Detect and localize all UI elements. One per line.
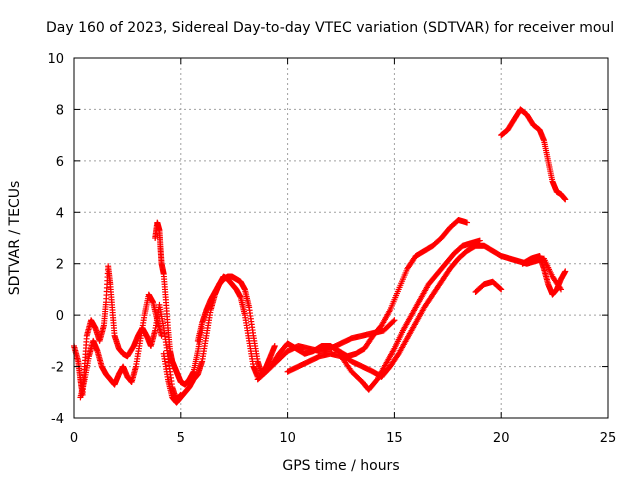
data-point (497, 285, 504, 292)
data-point (390, 318, 397, 325)
series-prn-g (258, 217, 471, 378)
data-point (476, 237, 483, 244)
y-tick-label: 8 (56, 103, 64, 118)
x-tick-label: 20 (493, 431, 510, 446)
y-tick-label: 0 (56, 309, 64, 324)
x-axis-label: GPS time / hours (282, 458, 399, 474)
data-point (391, 317, 398, 324)
data-point (498, 286, 505, 293)
y-tick-label: -2 (51, 361, 64, 376)
data-point (562, 268, 569, 275)
data-point (464, 219, 471, 226)
series-prn-k (498, 106, 569, 203)
plot-frame (73, 57, 609, 419)
series-prn-c (152, 219, 206, 388)
x-tick-label: 25 (600, 431, 617, 446)
series-prn-a (71, 263, 184, 403)
y-tick-label: 10 (47, 52, 64, 67)
x-tick-label: 5 (177, 431, 185, 446)
y-axis-label: SDTVAR / TECUs (7, 181, 23, 296)
series-prn-h (284, 237, 483, 393)
x-tick-label: 15 (386, 431, 403, 446)
data-marks (71, 106, 569, 406)
series-prn-j (472, 278, 505, 295)
data-point (562, 196, 569, 203)
data-point (271, 343, 278, 349)
y-tick-label: -4 (51, 412, 64, 427)
series-prn-l (519, 253, 569, 298)
chart-title: Day 160 of 2023, Sidereal Day-to-day VTE… (46, 20, 614, 36)
grid-lines (74, 58, 608, 418)
x-tick-label: 10 (279, 431, 296, 446)
data-point (158, 332, 165, 339)
series-prn-i (338, 242, 565, 380)
x-tick-label: 0 (70, 431, 78, 446)
axes: 0 5 10 15 20 25 -4 -2 0 2 4 6 8 10 (47, 52, 616, 446)
y-tick-label: 4 (56, 206, 64, 221)
series-prn-b (77, 291, 165, 401)
y-tick-label: 6 (56, 155, 64, 170)
y-tick-label: 2 (56, 258, 64, 273)
